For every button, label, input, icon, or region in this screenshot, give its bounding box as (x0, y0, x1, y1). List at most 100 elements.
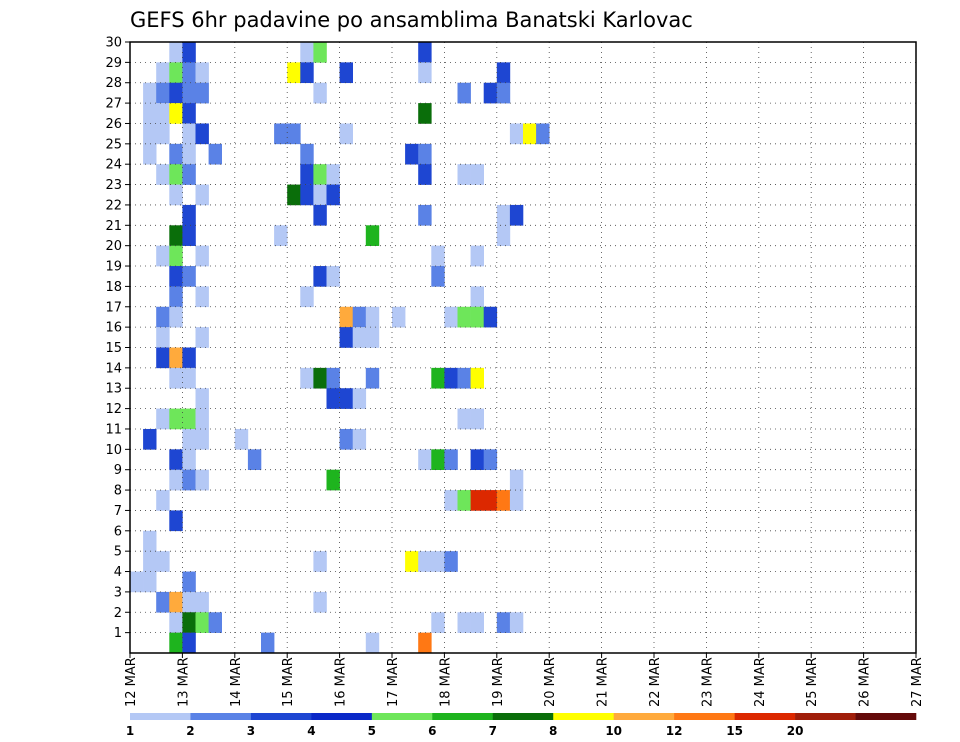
y-tick-label: 9 (114, 463, 122, 478)
heatmap-cell (182, 408, 196, 430)
colorbar-swatch (855, 713, 917, 720)
heatmap-cell (470, 490, 484, 511)
heatmap-cell (326, 367, 340, 389)
heatmap-cell (509, 123, 524, 145)
heatmap-cell (457, 82, 471, 104)
heatmap-cell (143, 551, 157, 572)
y-tick-label: 4 (114, 565, 122, 580)
heatmap-cell (509, 612, 524, 633)
colorbar-label: 6 (428, 724, 436, 738)
heatmap-cell (195, 82, 209, 104)
heatmap-cell (470, 612, 484, 633)
colorbar-swatch (250, 713, 312, 720)
heatmap-cell (392, 306, 406, 328)
y-tick-label: 5 (114, 545, 122, 560)
heatmap-cell (300, 143, 314, 165)
y-tick-label: 28 (105, 76, 122, 91)
heatmap-cell (418, 449, 432, 470)
heatmap-cell (405, 143, 419, 165)
heatmap-cell (313, 164, 327, 185)
heatmap-cell (313, 82, 327, 104)
heatmap-cell (523, 123, 537, 145)
heatmap-cell (418, 103, 432, 124)
heatmap-cell (143, 571, 157, 593)
x-tick-label: 26 MAR (858, 657, 873, 707)
heatmap-cell (365, 225, 380, 246)
heatmap-cell (418, 204, 432, 226)
colorbar-swatch (795, 713, 856, 720)
heatmap-cell (313, 591, 327, 613)
heatmap-cell (169, 62, 183, 84)
heatmap-cell (431, 449, 445, 470)
heatmap-cell (339, 306, 353, 328)
heatmap-cell (143, 143, 157, 165)
x-tick-label: 23 MAR (700, 657, 715, 707)
colorbar-label: 15 (726, 724, 743, 738)
y-tick-label: 17 (105, 300, 122, 315)
x-tick-label: 16 MAR (334, 657, 349, 707)
heatmap-cell (143, 123, 157, 145)
heatmap-cell (156, 62, 170, 84)
y-tick-label: 7 (114, 504, 122, 519)
y-tick-label: 2 (114, 606, 122, 621)
heatmap-cell (195, 428, 209, 450)
heatmap-cell (313, 367, 327, 389)
heatmap-cell (195, 469, 209, 491)
heatmap-cell (483, 449, 498, 470)
x-tick-label: 27 MAR (910, 657, 925, 707)
heatmap-cell (313, 184, 327, 206)
heatmap-cell (182, 469, 196, 491)
y-tick-label: 29 (105, 56, 122, 71)
heatmap-cell (195, 591, 209, 613)
heatmap-cell (182, 225, 196, 246)
heatmap-cell (143, 428, 157, 450)
heatmap-cell (169, 266, 183, 287)
heatmap-cell (169, 103, 183, 124)
x-tick-label: 17 MAR (386, 657, 401, 707)
heatmap-cell (352, 327, 367, 348)
heatmap-cell (365, 327, 380, 348)
x-tick-label: 25 MAR (805, 657, 820, 707)
heatmap-cell (156, 551, 170, 572)
heatmap-cell (483, 306, 498, 328)
heatmap-cell (169, 347, 183, 369)
heatmap-cell (470, 245, 484, 267)
heatmap-cell (274, 225, 288, 246)
heatmap-cell (182, 42, 196, 63)
heatmap-cell (169, 367, 183, 389)
heatmap-cell (457, 164, 471, 185)
colorbar-label: 7 (489, 724, 497, 738)
heatmap-cell (169, 306, 183, 328)
heatmap-cell (182, 612, 196, 633)
heatmap-cell (195, 408, 209, 430)
chart-title: GEFS 6hr padavine po ansamblima Banatski… (130, 8, 693, 32)
heatmap-cell (130, 571, 144, 593)
colorbar: 1 2 3 4 5 6 7 8 10 12 15 20 (126, 713, 917, 738)
heatmap-cell (365, 632, 380, 654)
x-tick-label: 15 MAR (281, 657, 296, 707)
heatmap-cell (365, 367, 380, 389)
heatmap-cell (483, 490, 498, 511)
heatmap-cell (470, 164, 484, 185)
heatmap-cell (444, 449, 458, 470)
colorbar-label: 20 (787, 724, 804, 738)
heatmap-cell (300, 42, 314, 63)
heatmap-cell (418, 551, 432, 572)
heatmap-cell (509, 204, 524, 226)
y-tick-label: 3 (114, 585, 122, 600)
heatmap-cell (169, 286, 183, 308)
heatmap-cell (431, 367, 445, 389)
heatmap-cell (457, 306, 471, 328)
heatmap-cell (457, 490, 471, 511)
heatmap-cell (195, 286, 209, 308)
heatmap-cell (496, 612, 511, 633)
heatmap-cell (182, 123, 196, 145)
heatmap-cell (300, 286, 314, 308)
heatmap-cell (444, 551, 458, 572)
heatmap-cell (182, 591, 196, 613)
heatmap-cell (156, 123, 170, 145)
heatmap-cell (169, 612, 183, 633)
heatmap-cell (457, 367, 471, 389)
heatmap-cell (182, 449, 196, 470)
y-tick-label: 23 (105, 178, 122, 193)
